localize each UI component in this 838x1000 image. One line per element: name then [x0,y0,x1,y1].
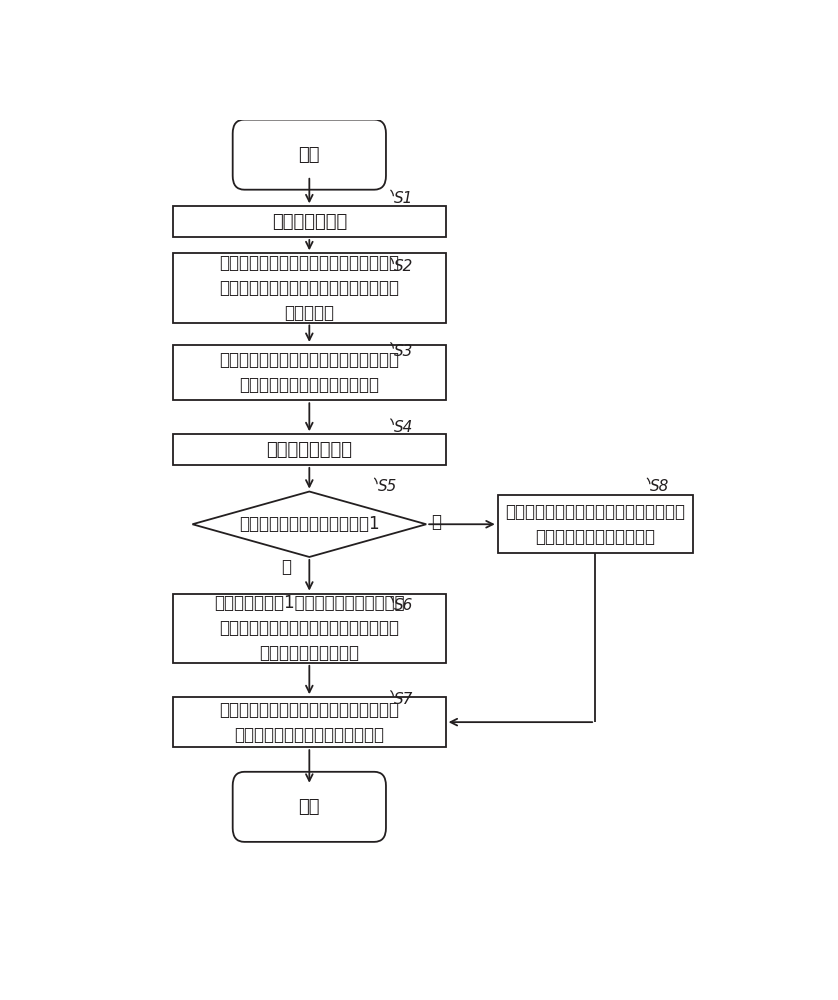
Text: 直接将制卡任务信息从存储器中发送给任
务请求信号对应的外界终端: 直接将制卡任务信息从存储器中发送给任 务请求信号对应的外界终端 [505,503,685,546]
Text: 是: 是 [282,558,292,576]
Text: 任务请求信号的数量是否大于1: 任务请求信号的数量是否大于1 [239,515,380,533]
Text: 获取个人化数据: 获取个人化数据 [272,213,347,231]
Text: 接收任务请求信号: 接收任务请求信号 [266,441,352,459]
Text: S7: S7 [394,692,413,707]
Text: 根据个人化数据生成与个人化数据对应的
制卡任务信息，将制卡任务信息发送至存
储器中存储: 根据个人化数据生成与个人化数据对应的 制卡任务信息，将制卡任务信息发送至存 储器… [220,254,400,322]
Polygon shape [193,492,427,557]
Bar [173,206,446,237]
Text: 将制卡任务信息从存储器中发送给一个历
史质量系数信息值最高的外界终端: 将制卡任务信息从存储器中发送给一个历 史质量系数信息值最高的外界终端 [220,701,400,744]
Text: S6: S6 [394,598,413,613]
Text: S1: S1 [394,191,413,206]
FancyBboxPatch shape [233,120,386,190]
Text: 否: 否 [431,513,441,531]
Text: S3: S3 [394,344,413,359]
Text: 接收历史制卡质量系数信息，并将历史质
量系数信息发送至存储器中存储: 接收历史制卡质量系数信息，并将历史质 量系数信息发送至存储器中存储 [220,351,400,394]
Text: S5: S5 [377,479,397,494]
Bar [173,253,446,323]
Text: S8: S8 [650,479,670,494]
Text: S4: S4 [394,420,413,435]
Bar [173,345,446,400]
Bar [173,594,446,663]
Text: 开始: 开始 [298,146,320,164]
Text: 筛选出数量大于1的任务请求信号对应的外
界终端中所关联的历史制卡质量系数信息
值最高的一个外界终端: 筛选出数量大于1的任务请求信号对应的外 界终端中所关联的历史制卡质量系数信息 值… [214,594,405,662]
Bar [173,697,446,747]
Text: 结束: 结束 [298,798,320,816]
Text: S2: S2 [394,259,413,274]
Bar [173,434,446,465]
Bar [498,495,692,553]
FancyBboxPatch shape [233,772,386,842]
